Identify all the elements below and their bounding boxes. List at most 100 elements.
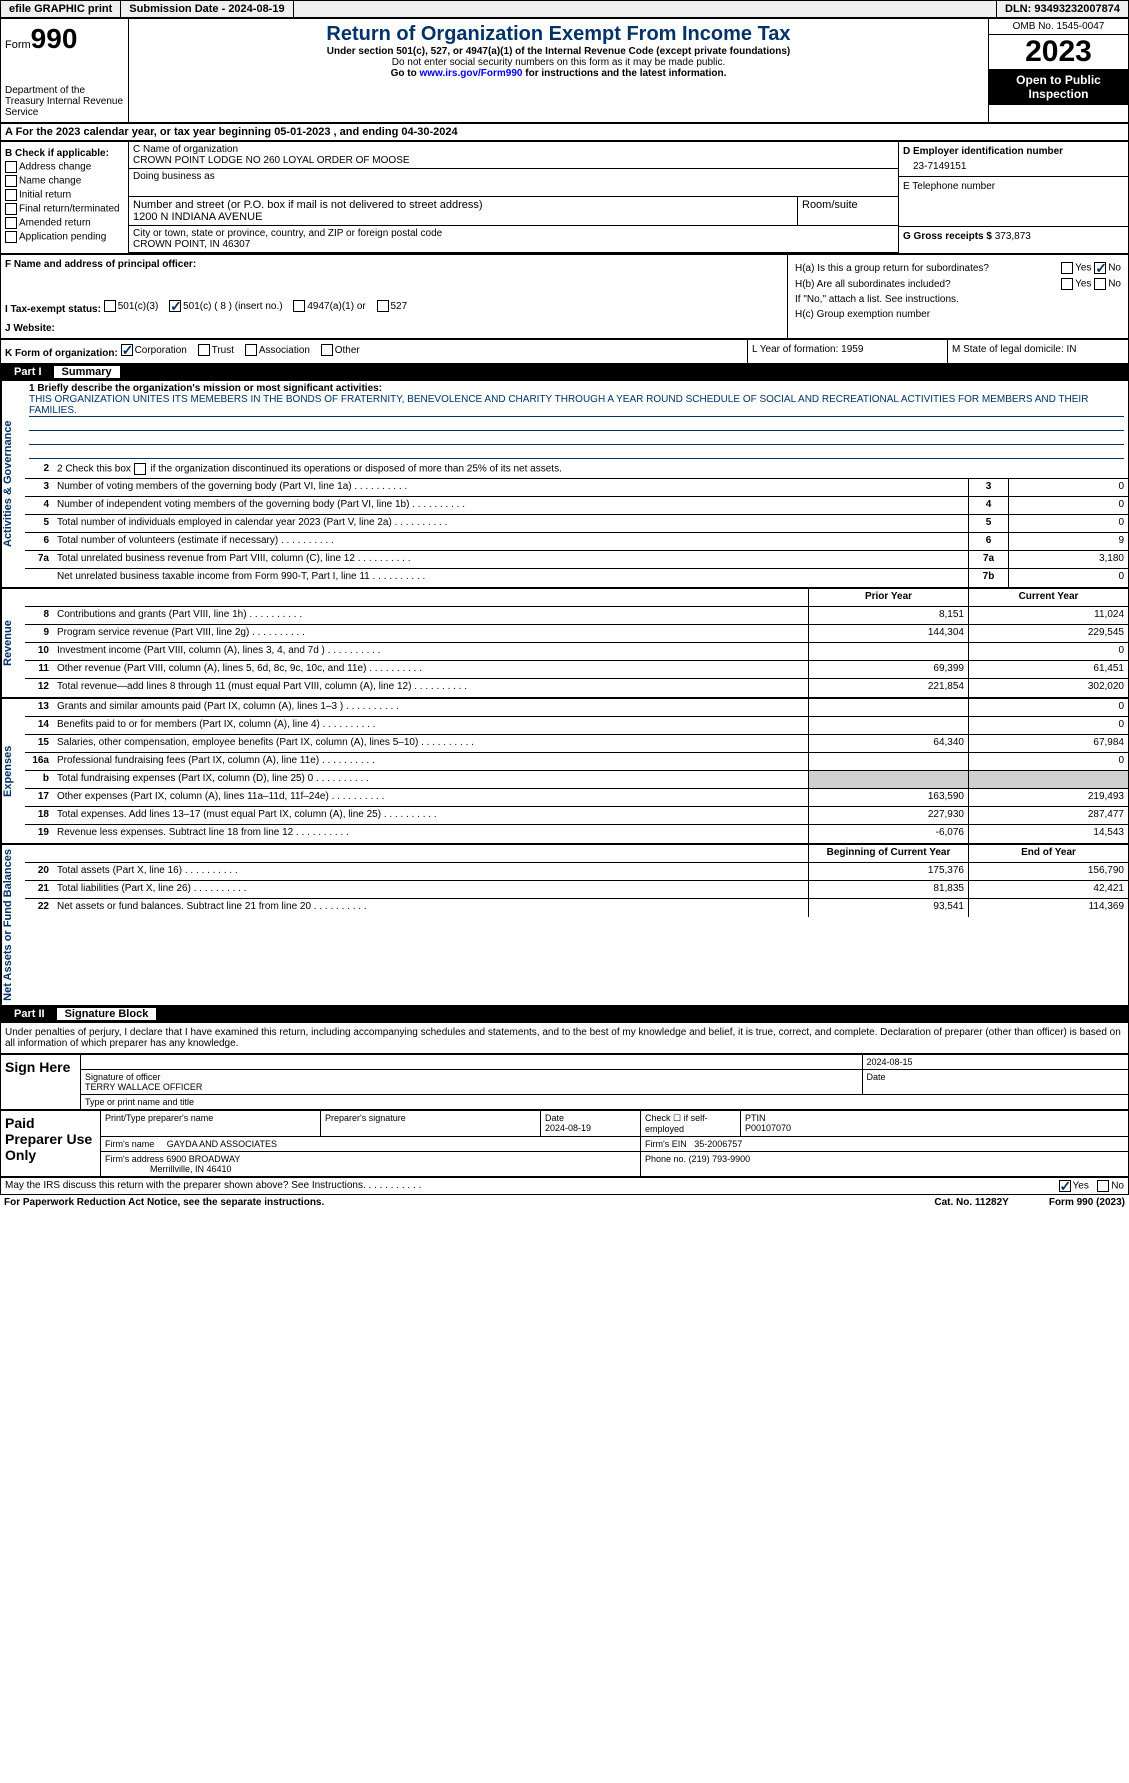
firm-addr2: Merrillville, IN 46410 <box>150 1164 232 1174</box>
form-subtitle: Under section 501(c), 527, or 4947(a)(1)… <box>133 46 984 57</box>
form-title: Return of Organization Exempt From Incom… <box>133 23 984 46</box>
self-employed-cb[interactable]: Check ☐ if self-employed <box>641 1111 741 1136</box>
table-row: bTotal fundraising expenses (Part IX, co… <box>25 771 1128 789</box>
prep-date: 2024-08-19 <box>545 1123 591 1133</box>
year-formation: L Year of formation: 1959 <box>748 340 948 363</box>
hb-yes[interactable] <box>1061 278 1073 290</box>
paid-preparer-block: Paid Preparer Use Only Print/Type prepar… <box>0 1110 1129 1177</box>
state-domicile: M State of legal domicile: IN <box>948 340 1128 363</box>
label-f: F Name and address of principal officer: <box>5 259 783 270</box>
cb-527[interactable]: 527 <box>377 300 408 312</box>
end-year-hdr: End of Year <box>968 845 1128 862</box>
begin-year-hdr: Beginning of Current Year <box>808 845 968 862</box>
firm-name: GAYDA AND ASSOCIATES <box>167 1139 277 1149</box>
gross-label: G Gross receipts $ <box>903 231 992 242</box>
ha-no[interactable] <box>1094 262 1106 274</box>
revenue-section: Revenue Prior YearCurrent Year 8Contribu… <box>0 588 1129 698</box>
city-label: City or town, state or province, country… <box>133 228 894 239</box>
table-row: 7aTotal unrelated business revenue from … <box>25 551 1128 569</box>
table-row: 13Grants and similar amounts paid (Part … <box>25 699 1128 717</box>
irs-discuss-row: May the IRS discuss this return with the… <box>0 1177 1129 1195</box>
discuss-no[interactable] <box>1097 1180 1109 1192</box>
label-k: K Form of organization: <box>5 348 118 359</box>
vtab-expenses: Expenses <box>1 699 25 843</box>
paperwork-notice: For Paperwork Reduction Act Notice, see … <box>4 1197 324 1208</box>
street: 1200 N INDIANA AVENUE <box>133 211 793 223</box>
label-hc: H(c) Group exemption number <box>794 308 1122 321</box>
governance-section: Activities & Governance 1 Briefly descri… <box>0 380 1129 588</box>
table-row: 20Total assets (Part X, line 16)175,3761… <box>25 863 1128 881</box>
paid-prep-label: Paid Preparer Use Only <box>1 1111 101 1176</box>
cb-assoc[interactable]: Association <box>245 344 310 356</box>
city: CROWN POINT, IN 46307 <box>133 239 894 250</box>
part2-header: Part II Signature Block <box>0 1006 1129 1022</box>
tax-year: 2023 <box>989 35 1128 69</box>
cb-501c[interactable]: 501(c) ( 8 ) (insert no.) <box>169 300 282 312</box>
q1-label: 1 Briefly describe the organization's mi… <box>29 383 382 394</box>
label-hb: H(b) Are all subordinates included? <box>794 277 1042 291</box>
hb-note: If "No," attach a list. See instructions… <box>794 293 1122 306</box>
sign-here-label: Sign Here <box>1 1055 81 1109</box>
table-row: 5Total number of individuals employed in… <box>25 515 1128 533</box>
expenses-section: Expenses 13Grants and similar amounts pa… <box>0 698 1129 844</box>
current-year-hdr: Current Year <box>968 589 1128 606</box>
cb-final-return[interactable]: Final return/terminated <box>5 203 124 215</box>
firm-phone: (219) 793-9900 <box>689 1154 751 1164</box>
hb-no[interactable] <box>1094 278 1106 290</box>
omb-number: OMB No. 1545-0047 <box>989 19 1128 35</box>
cb-501c3[interactable]: 501(c)(3) <box>104 300 159 312</box>
dln: DLN: 93493232007874 <box>996 1 1128 17</box>
table-row: 22Net assets or fund balances. Subtract … <box>25 899 1128 917</box>
table-row: Net unrelated business taxable income fr… <box>25 569 1128 587</box>
ein: 23-7149151 <box>903 161 1124 172</box>
cb-amended-return[interactable]: Amended return <box>5 217 124 229</box>
ha-yes[interactable] <box>1061 262 1073 274</box>
table-row: 14Benefits paid to or for members (Part … <box>25 717 1128 735</box>
cb-trust[interactable]: Trust <box>198 344 234 356</box>
ptin: P00107070 <box>745 1123 791 1133</box>
discuss-yes[interactable] <box>1059 1180 1071 1192</box>
cat-no: Cat. No. 11282Y <box>934 1197 1008 1208</box>
perjury-text: Under penalties of perjury, I declare th… <box>0 1022 1129 1054</box>
top-bar: efile GRAPHIC print Submission Date - 20… <box>0 0 1129 18</box>
table-row: 17Other expenses (Part IX, column (A), l… <box>25 789 1128 807</box>
table-row: 21Total liabilities (Part X, line 26)81,… <box>25 881 1128 899</box>
firm-addr: 6900 BROADWAY <box>166 1154 240 1164</box>
sign-date: 2024-08-15 <box>863 1055 1129 1069</box>
table-row: 16aProfessional fundraising fees (Part I… <box>25 753 1128 771</box>
cb-discontinued[interactable] <box>134 463 146 475</box>
row-a-tax-year: A For the 2023 calendar year, or tax yea… <box>0 123 1129 141</box>
col-b-header: B Check if applicable: <box>5 148 124 159</box>
table-row: 11Other revenue (Part VIII, column (A), … <box>25 661 1128 679</box>
cb-app-pending[interactable]: Application pending <box>5 231 124 243</box>
table-row: 15Salaries, other compensation, employee… <box>25 735 1128 753</box>
vtab-netassets: Net Assets or Fund Balances <box>1 845 25 1005</box>
discuss-q: May the IRS discuss this return with the… <box>5 1180 421 1192</box>
footer: For Paperwork Reduction Act Notice, see … <box>0 1195 1129 1210</box>
sign-here-block: Sign Here 2024-08-15 Signature of office… <box>0 1054 1129 1110</box>
efile-btn[interactable]: efile GRAPHIC print <box>1 1 121 17</box>
netassets-section: Net Assets or Fund Balances Beginning of… <box>0 844 1129 1006</box>
row-klm: K Form of organization: Corporation Trus… <box>0 339 1129 364</box>
table-row: 6Total number of volunteers (estimate if… <box>25 533 1128 551</box>
cb-address-change[interactable]: Address change <box>5 161 124 173</box>
form-number: 990 <box>31 23 78 54</box>
label-ha: H(a) Is this a group return for subordin… <box>794 261 1042 275</box>
cb-initial-return[interactable]: Initial return <box>5 189 124 201</box>
table-row: 10Investment income (Part VIII, column (… <box>25 643 1128 661</box>
irs-link[interactable]: www.irs.gov/Form990 <box>419 68 522 79</box>
table-row: 3Number of voting members of the governi… <box>25 479 1128 497</box>
cb-other[interactable]: Other <box>321 344 360 356</box>
open-public: Open to Public Inspection <box>989 69 1128 105</box>
cb-corp[interactable]: Corporation <box>121 344 187 356</box>
table-row: 12Total revenue—add lines 8 through 11 (… <box>25 679 1128 697</box>
ssn-note: Do not enter social security numbers on … <box>133 57 984 68</box>
mission-text: THIS ORGANIZATION UNITES ITS MEMEBERS IN… <box>29 394 1124 417</box>
vtab-governance: Activities & Governance <box>1 381 25 587</box>
officer-name: TERRY WALLACE OFFICER <box>85 1082 202 1092</box>
label-i: I Tax-exempt status: <box>5 304 101 315</box>
cb-name-change[interactable]: Name change <box>5 175 124 187</box>
cb-4947[interactable]: 4947(a)(1) or <box>293 300 365 312</box>
row-fhij: F Name and address of principal officer:… <box>0 254 1129 339</box>
form-label: Form <box>5 39 31 51</box>
